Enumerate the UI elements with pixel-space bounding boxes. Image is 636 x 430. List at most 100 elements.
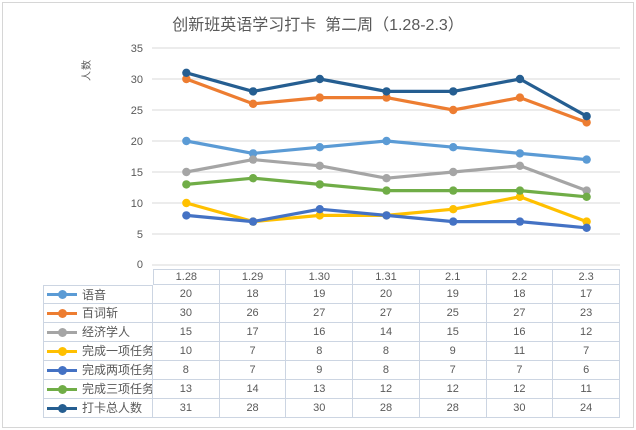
value-cell-完成一项任务-2.1: 9 [419, 342, 487, 361]
data-point [315, 143, 324, 152]
column-header-1.29: 1.29 [219, 269, 287, 285]
legend-cell-打卡总人数: 打卡总人数 [43, 399, 153, 418]
data-point [315, 74, 324, 84]
data-point [315, 93, 324, 102]
chart-title: 创新班英语学习打卡 第二周（1.28-2.3） [172, 17, 464, 34]
series-百词斩 [182, 74, 591, 127]
data-point [182, 74, 191, 84]
data-point [515, 161, 525, 170]
y-axis-title: 人数 [80, 59, 93, 81]
data-point [382, 186, 391, 195]
data-point [582, 217, 591, 226]
value-cell-完成两项任务-2.1: 7 [419, 361, 487, 380]
data-point [515, 217, 525, 226]
column-header-2.1: 2.1 [419, 269, 487, 285]
value-cell-语音-1.28: 20 [153, 285, 220, 304]
value-cell-完成一项任务-1.29: 7 [219, 342, 287, 361]
data-point [382, 174, 391, 183]
data-point [515, 149, 525, 158]
value-cell-完成两项任务-1.30: 9 [286, 361, 354, 380]
value-cell-完成三项任务-1.28: 13 [153, 380, 220, 399]
legend-key-icon [47, 403, 77, 413]
value-cell-经济学人-2.3: 12 [553, 323, 620, 342]
y-axis-tick-label: 35 [131, 43, 143, 55]
data-point [449, 167, 458, 177]
legend-key-icon [47, 346, 77, 356]
data-point [182, 68, 191, 78]
legend-cell-完成两项任务: 完成两项任务 [43, 361, 153, 380]
legend-cell-语音: 语音 [43, 285, 153, 304]
line-chart-plot-area: 0 5 10 15 20 25 30 35 人数 [80, 43, 620, 271]
y-axis-tick-label: 5 [137, 229, 143, 241]
value-cell-语音-1.29: 18 [219, 285, 287, 304]
value-cell-打卡总人数-1.29: 28 [219, 399, 287, 418]
value-cell-经济学人-1.28: 15 [153, 323, 220, 342]
legend-cell-经济学人: 经济学人 [43, 323, 153, 342]
value-cell-打卡总人数-1.30: 30 [286, 399, 354, 418]
legend-label: 语音 [82, 287, 107, 302]
value-cell-打卡总人数-1.31: 28 [353, 399, 420, 418]
value-cell-百词斩-1.28: 30 [153, 304, 220, 323]
column-header-1.30: 1.30 [286, 269, 354, 285]
value-cell-完成三项任务-1.30: 13 [286, 380, 354, 399]
y-axis-tick-label: 0 [137, 259, 143, 271]
data-point [449, 143, 458, 152]
y-axis-tick-label: 15 [131, 167, 143, 179]
data-point [182, 180, 191, 189]
data-point [248, 155, 258, 164]
data-point [182, 211, 191, 220]
data-point [582, 186, 591, 195]
value-cell-百词斩-1.29: 26 [219, 304, 287, 323]
legend-key-icon [47, 327, 77, 337]
data-point [248, 174, 258, 183]
value-cell-百词斩-1.30: 27 [286, 304, 354, 323]
value-cell-语音-2.1: 19 [419, 285, 487, 304]
y-axis-tick-label: 10 [131, 198, 143, 210]
data-point [382, 136, 391, 146]
value-cell-完成三项任务-2.3: 11 [553, 380, 620, 399]
value-cell-完成两项任务-1.28: 8 [153, 361, 220, 380]
y-axis-tick-label: 30 [131, 74, 143, 86]
series-语音 [182, 136, 591, 164]
value-cell-语音-1.31: 20 [353, 285, 420, 304]
data-table: 1.28 1.29 1.30 1.31 2.1 2.2 2.3 语音 20 18 19 20 19 18 1… [43, 269, 620, 418]
value-cell-打卡总人数-1.28: 31 [153, 399, 220, 418]
data-point [515, 186, 525, 195]
legend-key-icon [47, 365, 77, 375]
value-cell-经济学人-1.31: 14 [353, 323, 420, 342]
value-cell-完成两项任务-1.29: 7 [219, 361, 287, 380]
value-cell-百词斩-2.3: 23 [553, 304, 620, 323]
table-corner-cell [43, 269, 153, 285]
legend-key-icon [47, 308, 77, 318]
data-point [315, 205, 324, 214]
value-cell-完成一项任务-1.30: 8 [286, 342, 354, 361]
legend-cell-百词斩: 百词斩 [43, 304, 153, 323]
data-point [582, 112, 591, 121]
legend-label: 完成两项任务 [82, 363, 153, 377]
data-point [515, 192, 525, 201]
data-point [382, 87, 391, 96]
data-point [449, 217, 458, 226]
legend-cell-完成一项任务: 完成一项任务 [43, 342, 153, 361]
data-point [515, 74, 525, 84]
data-point [315, 180, 324, 189]
value-cell-经济学人-2.1: 15 [419, 323, 487, 342]
data-point [582, 223, 591, 232]
data-point [382, 211, 391, 220]
column-header-1.28: 1.28 [153, 269, 220, 285]
legend-key-icon [47, 384, 77, 394]
value-cell-完成三项任务-2.2: 12 [486, 380, 554, 399]
value-cell-经济学人-1.29: 17 [219, 323, 287, 342]
value-cell-打卡总人数-2.1: 28 [419, 399, 487, 418]
value-cell-完成两项任务-1.31: 8 [353, 361, 420, 380]
data-point [449, 87, 458, 96]
data-point [248, 149, 258, 158]
value-cell-语音-1.30: 19 [286, 285, 354, 304]
series-经济学人 [182, 155, 591, 195]
data-point [382, 93, 391, 102]
y-axis-tick-label: 25 [131, 105, 143, 117]
legend-label: 完成一项任务 [82, 344, 153, 358]
data-point [582, 192, 591, 201]
value-cell-打卡总人数-2.3: 24 [553, 399, 620, 418]
